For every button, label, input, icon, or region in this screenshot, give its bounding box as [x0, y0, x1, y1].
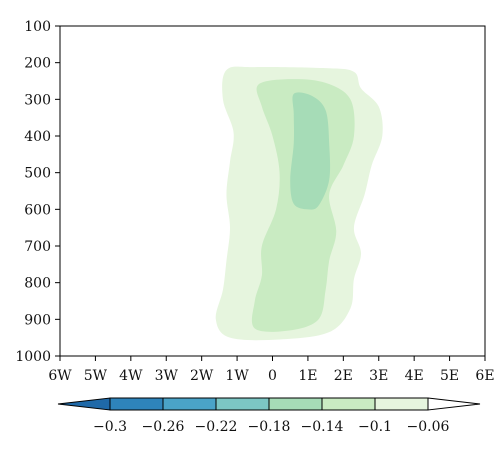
colorbar-bin [375, 398, 428, 410]
colorbar: −0.3 −0.26 −0.22 −0.18 −0.14 −0.1 −0.06 [57, 397, 481, 435]
x-tick-label: 1E [298, 368, 317, 384]
y-axis: 100 200 300 400 500 600 700 800 900 1000 [15, 19, 60, 365]
colorbar-label: −0.26 [142, 419, 185, 435]
contour-region-3 [290, 92, 331, 210]
x-tick-label: 3W [155, 368, 179, 384]
x-tick-label: 0 [268, 368, 277, 384]
plot-area [60, 26, 485, 356]
colorbar-label: −0.14 [301, 419, 344, 435]
colorbar-label: −0.06 [407, 419, 450, 435]
y-tick-label: 700 [24, 239, 51, 255]
y-tick-label: 800 [24, 276, 51, 292]
x-tick-label: 2W [190, 368, 214, 384]
x-axis: 6W 5W 4W 3W 2W 1W 0 1E 2E 3E 4E 5E 6E [48, 356, 495, 384]
colorbar-bin [163, 398, 216, 410]
colorbar-label: −0.18 [248, 419, 291, 435]
y-tick-label: 600 [24, 202, 51, 218]
x-tick-label: 3E [369, 368, 388, 384]
x-tick-label: 1W [225, 368, 249, 384]
colorbar-bin [216, 398, 269, 410]
y-tick-label: 500 [24, 166, 51, 182]
x-tick-label: 5E [440, 368, 459, 384]
colorbar-label: −0.1 [358, 419, 392, 435]
colorbar-extend-high [427, 397, 481, 411]
colorbar-extend-low [57, 397, 111, 411]
colorbar-bin [269, 398, 322, 410]
y-tick-label: 400 [24, 129, 51, 145]
colorbar-label: −0.22 [195, 419, 238, 435]
colorbar-bin [110, 398, 163, 410]
x-tick-label: 5W [84, 368, 108, 384]
x-tick-label: 4E [405, 368, 424, 384]
y-tick-label: 300 [24, 92, 51, 108]
colorbar-bin [322, 398, 375, 410]
y-tick-label: 900 [24, 312, 51, 328]
x-tick-label: 6W [48, 368, 72, 384]
y-tick-label: 100 [24, 19, 51, 35]
y-tick-label: 1000 [15, 349, 51, 365]
x-tick-label: 4W [119, 368, 143, 384]
y-tick-label: 200 [24, 56, 51, 72]
x-tick-label: 2E [334, 368, 353, 384]
x-tick-label: 6E [475, 368, 494, 384]
colorbar-label: −0.3 [93, 419, 127, 435]
